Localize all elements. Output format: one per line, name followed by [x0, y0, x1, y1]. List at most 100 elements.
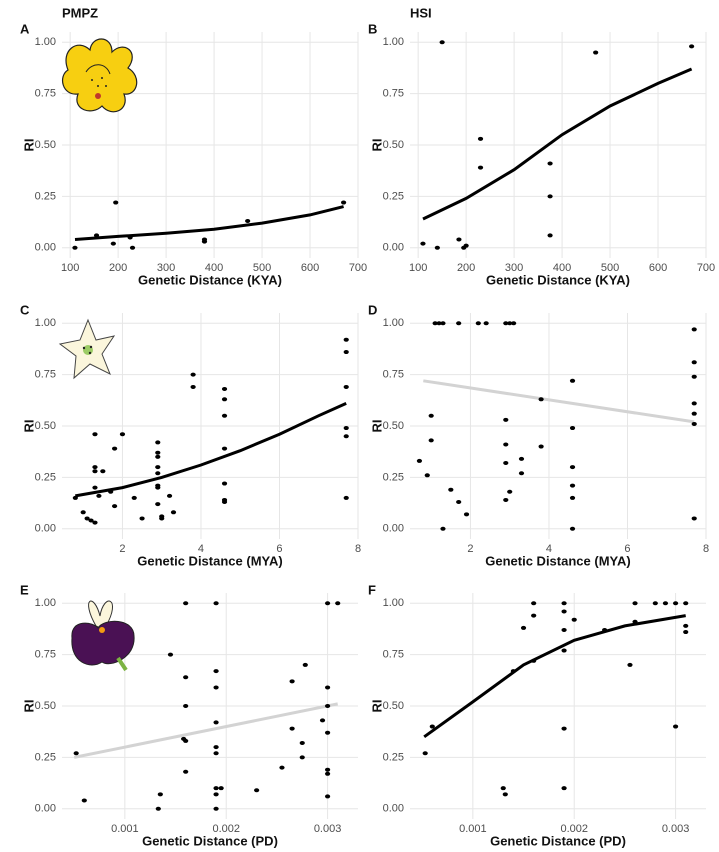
- data-point: [213, 745, 218, 749]
- data-point: [158, 792, 163, 796]
- data-point: [325, 772, 330, 776]
- y-tick-label: 0.50: [383, 420, 404, 432]
- data-point: [156, 807, 161, 811]
- data-point: [191, 385, 196, 389]
- data-point: [74, 751, 79, 755]
- data-point: [168, 653, 173, 657]
- data-point: [673, 725, 678, 729]
- y-axis-title: RI: [369, 139, 384, 152]
- y-tick-label: 0.50: [383, 139, 404, 151]
- data-point: [219, 786, 224, 790]
- data-point: [325, 686, 330, 690]
- flower-icon-a: [63, 39, 137, 112]
- data-point: [420, 242, 425, 246]
- data-point: [561, 609, 566, 613]
- data-point: [503, 498, 508, 502]
- x-tick-label: 8: [355, 543, 361, 555]
- data-point: [222, 387, 227, 391]
- data-point: [155, 465, 160, 469]
- y-axis-title: RI: [21, 700, 36, 713]
- data-point: [531, 601, 536, 605]
- y-tick-label: 0.25: [383, 751, 404, 763]
- y-axis-title: RI: [21, 139, 36, 152]
- panel-letter: B: [368, 21, 377, 36]
- data-point: [456, 321, 461, 325]
- data-point: [503, 792, 508, 796]
- data-point: [344, 496, 349, 500]
- data-point: [435, 246, 440, 250]
- data-point: [503, 461, 508, 465]
- data-point: [478, 166, 483, 170]
- y-tick-label: 0.75: [383, 649, 404, 661]
- data-point: [440, 40, 445, 44]
- data-point: [155, 451, 160, 455]
- y-tick-label: 1.00: [35, 317, 56, 329]
- x-axis-title: Genetic Distance (PD): [490, 833, 626, 848]
- data-point: [627, 663, 632, 667]
- data-point: [561, 727, 566, 731]
- page: {"chart_data": [ {"type": "scatter", "pa…: [0, 0, 719, 852]
- data-point: [632, 620, 637, 624]
- data-point: [653, 601, 658, 605]
- data-point: [159, 516, 164, 520]
- x-tick-label: 600: [649, 262, 667, 274]
- data-point: [511, 321, 516, 325]
- data-point: [300, 755, 305, 759]
- x-tick-label: 8: [703, 543, 709, 555]
- data-point: [139, 516, 144, 520]
- x-tick-label: 700: [349, 262, 367, 274]
- x-tick-label: 100: [409, 262, 427, 274]
- data-point: [325, 794, 330, 798]
- data-point: [344, 434, 349, 438]
- data-point: [130, 246, 135, 250]
- data-point: [92, 521, 97, 525]
- data-point: [476, 321, 481, 325]
- data-point: [222, 447, 227, 451]
- data-point: [689, 44, 694, 48]
- data-point: [570, 496, 575, 500]
- y-tick-label: 0.75: [383, 88, 404, 100]
- y-tick-label: 0.25: [383, 190, 404, 202]
- data-point: [213, 669, 218, 673]
- data-point: [531, 659, 536, 663]
- data-point: [344, 426, 349, 430]
- y-tick-label: 0.00: [383, 242, 404, 254]
- panel-letter: E: [20, 582, 29, 597]
- y-tick-label: 0.50: [35, 420, 56, 432]
- y-tick-label: 1.00: [383, 317, 404, 329]
- y-tick-label: 0.00: [383, 523, 404, 535]
- data-point: [213, 720, 218, 724]
- data-point: [155, 455, 160, 459]
- data-point: [213, 786, 218, 790]
- x-tick-label: 200: [109, 262, 127, 274]
- data-point: [112, 447, 117, 451]
- data-point: [325, 768, 330, 772]
- data-point: [183, 739, 188, 743]
- data-point: [92, 465, 97, 469]
- data-point: [155, 440, 160, 444]
- fit-line: [74, 704, 338, 758]
- data-point: [191, 373, 196, 377]
- x-tick-label: 200: [457, 262, 475, 274]
- data-point: [183, 601, 188, 605]
- data-point: [531, 614, 536, 618]
- y-tick-label: 0.50: [35, 139, 56, 151]
- fit-line: [424, 616, 686, 737]
- data-point: [222, 397, 227, 401]
- data-point: [683, 601, 688, 605]
- data-point: [539, 397, 544, 401]
- panel-letter: F: [368, 582, 376, 597]
- x-axis-title: Genetic Distance (KYA): [138, 272, 282, 287]
- data-point: [72, 246, 77, 250]
- panel-letter: D: [368, 302, 377, 317]
- x-tick-label: 2: [119, 543, 125, 555]
- data-point: [440, 321, 445, 325]
- panel-letter: A: [20, 21, 30, 36]
- data-point: [213, 807, 218, 811]
- data-point: [108, 490, 113, 494]
- data-point: [417, 459, 422, 463]
- data-point: [132, 496, 137, 500]
- data-point: [440, 527, 445, 531]
- data-point: [128, 235, 133, 239]
- y-axis-title: RI: [369, 700, 384, 713]
